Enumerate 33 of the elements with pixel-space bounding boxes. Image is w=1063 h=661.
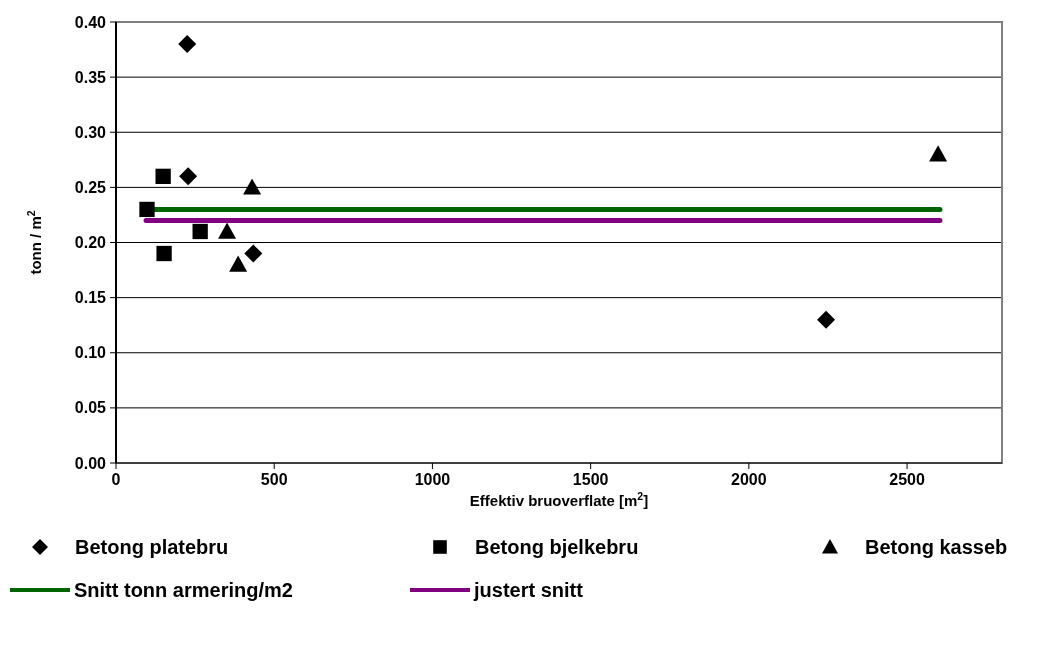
point (178, 35, 197, 54)
x-axis-title: Effektiv bruoverflate [m$^{2}$] (469, 490, 649, 509)
y-tick-label: 0.25 (74, 178, 107, 196)
y-tick-label: 0.00 (74, 454, 107, 472)
x-tick-label: 0 (111, 471, 121, 488)
point (156, 245, 172, 262)
x-tick-label: 500 (260, 471, 288, 488)
y-tick-label: 0.05 (74, 399, 107, 417)
x-tick-label: 2000 (731, 471, 767, 488)
point (192, 223, 208, 240)
y-tick-label: 0.20 (74, 234, 107, 252)
point (929, 145, 948, 162)
legend-label: justert snitt (473, 579, 584, 601)
y-tick-label: 0.35 (74, 68, 107, 86)
legend-label: Betong platebru (75, 536, 229, 558)
point (218, 222, 237, 239)
legend-label: Betong kasseb (865, 536, 1008, 558)
legend-label: Snitt tonn armering/m2 (74, 579, 293, 601)
point (229, 255, 248, 272)
point (243, 178, 262, 195)
y-tick-label: 0.15 (74, 289, 107, 307)
legend-label: Betong bjelkebru (475, 536, 639, 558)
point (244, 244, 263, 263)
x-tick-label: 1500 (572, 471, 609, 488)
y-tick-label: 0.40 (74, 13, 107, 31)
point (139, 201, 155, 218)
point (817, 310, 836, 329)
x-tick-label: 1000 (414, 471, 451, 488)
y-tick-label: 0.30 (74, 123, 107, 141)
point (155, 168, 171, 184)
point (179, 167, 198, 186)
x-tick-label: 2500 (889, 471, 925, 488)
y-tick-label: 0.10 (74, 344, 107, 362)
